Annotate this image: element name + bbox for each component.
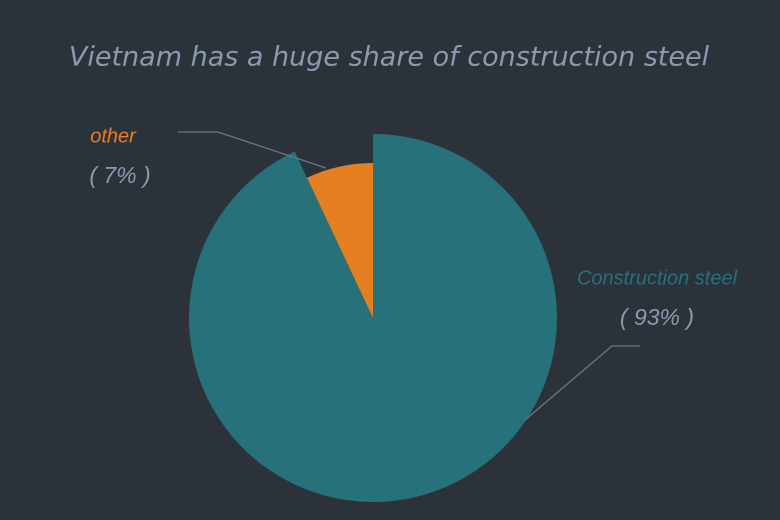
slice-label: other [90, 125, 137, 147]
leader-line [524, 345, 640, 421]
slice-value-label: ( 7% ) [89, 162, 150, 188]
chart-title: Vietnam has a huge share of construction… [69, 42, 710, 73]
pie-slice [307, 163, 373, 318]
slice-value-label: ( 93% ) [620, 304, 694, 330]
slice-label: Construction steel [577, 267, 738, 289]
leader-line [178, 131, 327, 169]
